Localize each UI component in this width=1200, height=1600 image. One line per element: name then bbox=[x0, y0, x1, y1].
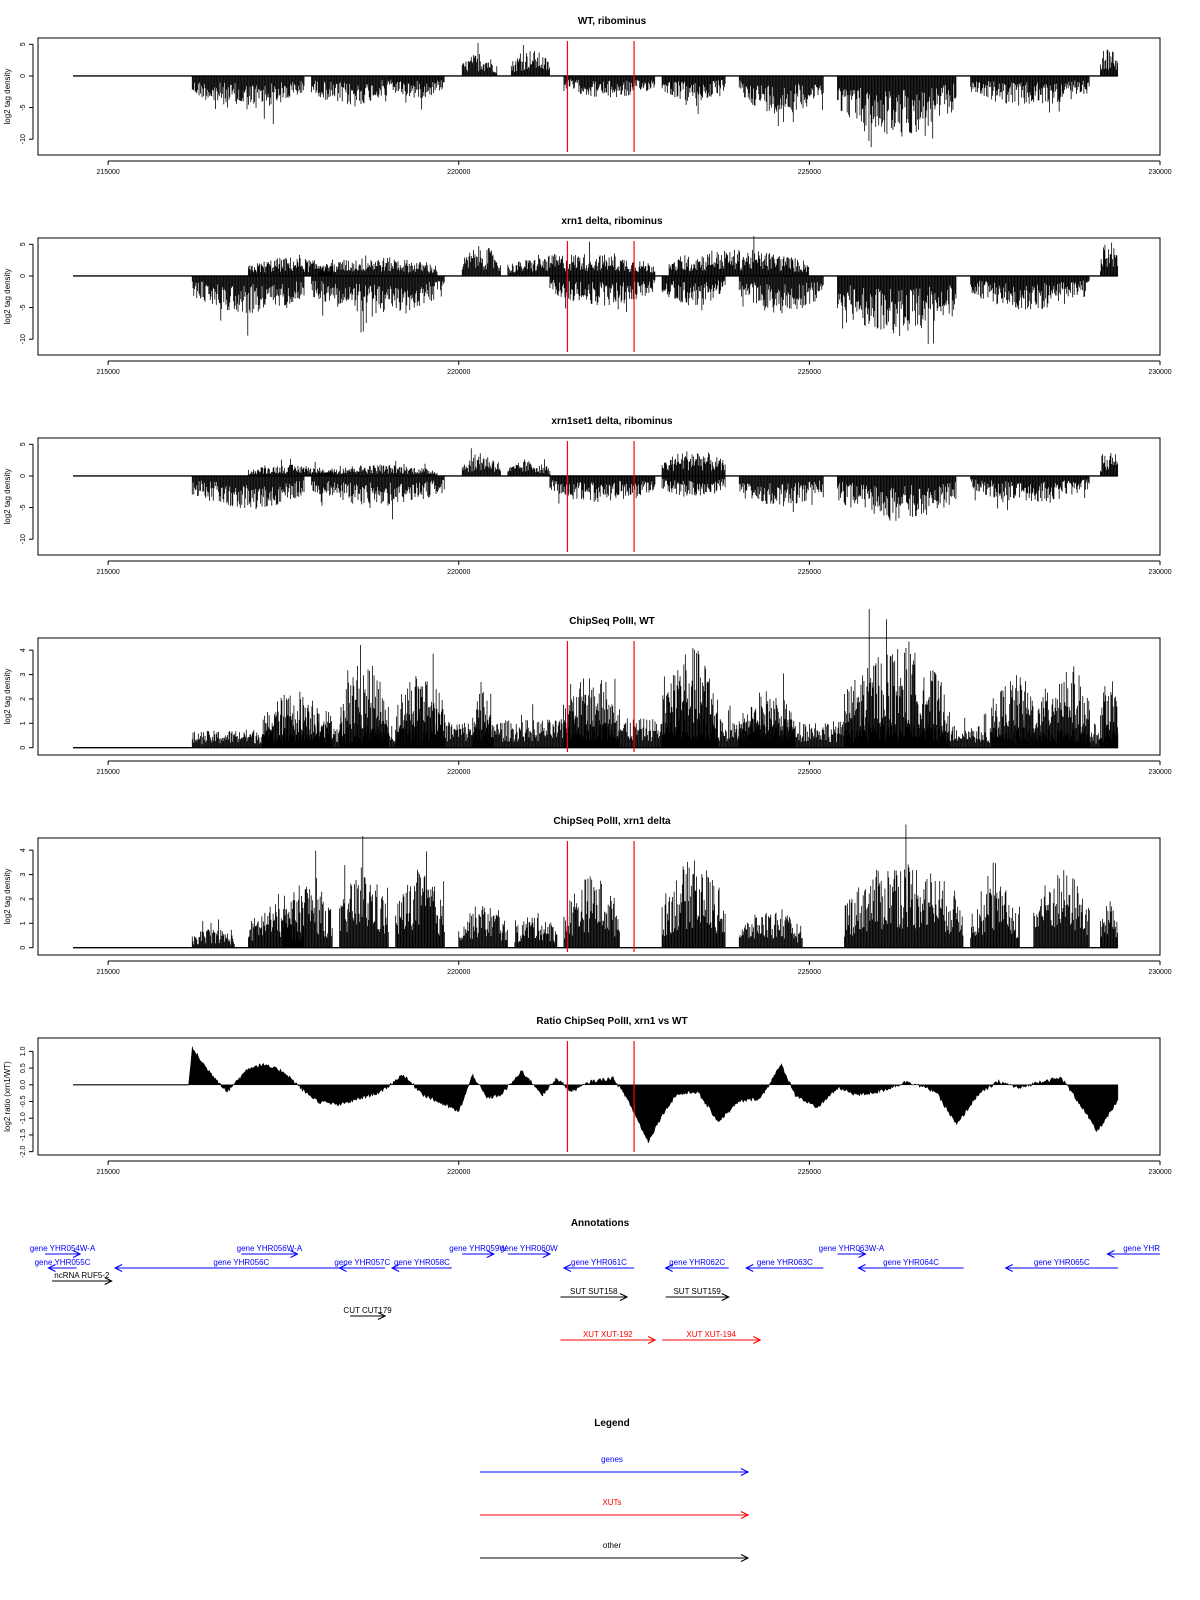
y-tick-label: 0 bbox=[20, 274, 27, 278]
x-axis: 215000 220000 225000 230000 bbox=[96, 360, 1172, 376]
signal-marks bbox=[73, 448, 1119, 521]
y-axis-label: log2 tag density bbox=[3, 68, 12, 124]
y-tick-label: -5 bbox=[20, 304, 27, 310]
x-tick-label: 215000 bbox=[96, 569, 119, 576]
y-tick-label: -10 bbox=[20, 534, 27, 544]
x-tick-label: 225000 bbox=[798, 569, 821, 576]
y-tick-label: -10 bbox=[20, 334, 27, 344]
chart-title: xrn1set1 delta, ribominus bbox=[551, 416, 673, 427]
plot-frame bbox=[37, 437, 1161, 556]
plot-frame bbox=[37, 637, 1161, 756]
x-tick-label: 230000 bbox=[1148, 569, 1171, 576]
x-tick-label: 230000 bbox=[1148, 369, 1171, 376]
plot-frame bbox=[37, 37, 1161, 156]
x-tick-label: 220000 bbox=[447, 569, 470, 576]
signal-marks bbox=[73, 609, 1119, 749]
x-axis: 215000 220000 225000 230000 bbox=[96, 560, 1172, 576]
chart-title: xrn1 delta, ribominus bbox=[561, 216, 663, 227]
chart-panel-1: WT, ribominus 215000 220000 225000 230000 5 0 -… bbox=[3, 16, 1172, 176]
x-tick-label: 230000 bbox=[1148, 169, 1171, 176]
x-tick-label: 220000 bbox=[447, 169, 470, 176]
y-tick-label: -5 bbox=[20, 104, 27, 110]
y-axis: 5 0 -5 -10 bbox=[20, 442, 34, 544]
y-tick-label: 5 bbox=[20, 442, 27, 446]
chart-panel-3: xrn1set1 delta, ribominus 215000 220000 225… bbox=[3, 416, 1172, 576]
signal-marks bbox=[73, 42, 1119, 148]
x-tick-label: 225000 bbox=[798, 369, 821, 376]
y-axis: 5 0 -5 -10 bbox=[20, 42, 34, 144]
chart-title: WT, ribominus bbox=[578, 16, 647, 27]
plot-frame bbox=[37, 237, 1161, 356]
x-tick-label: 220000 bbox=[447, 369, 470, 376]
y-axis-label: log2 tag density bbox=[3, 468, 12, 524]
y-tick-label: 5 bbox=[20, 42, 27, 46]
y-tick-label: 5 bbox=[20, 242, 27, 246]
y-tick-label: -5 bbox=[20, 504, 27, 510]
y-tick-label: 0 bbox=[20, 74, 27, 78]
signal-marks bbox=[73, 236, 1119, 345]
y-axis-label: log2 tag density bbox=[3, 268, 12, 324]
x-tick-label: 215000 bbox=[96, 169, 119, 176]
track-panels: WT, ribominus 215000 220000 225000 230000 5 0 -… bbox=[3, 16, 1172, 1176]
x-axis: 215000 220000 225000 230000 bbox=[96, 160, 1172, 176]
x-tick-label: 225000 bbox=[798, 169, 821, 176]
y-axis: 5 0 -5 -10 bbox=[20, 242, 34, 344]
y-tick-label: -10 bbox=[20, 134, 27, 144]
y-tick-label: 0 bbox=[20, 474, 27, 478]
x-tick-label: 215000 bbox=[96, 369, 119, 376]
chart-title: ChipSeq PolII, WT bbox=[569, 616, 655, 627]
